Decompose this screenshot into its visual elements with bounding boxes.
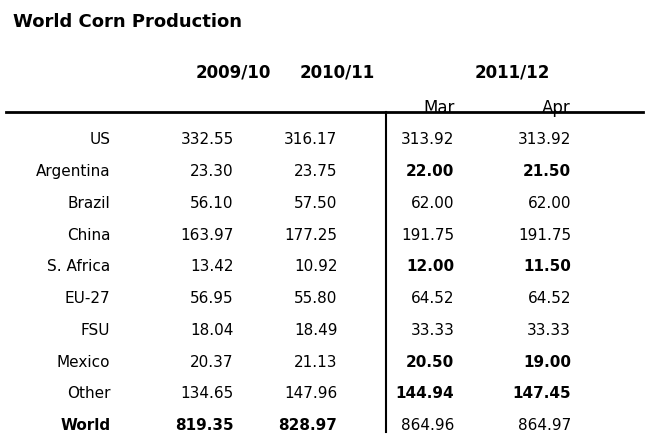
Text: Apr: Apr [543, 99, 571, 117]
Text: 33.33: 33.33 [527, 323, 571, 338]
Text: 23.30: 23.30 [190, 164, 234, 179]
Text: 20.37: 20.37 [190, 355, 234, 370]
Text: 10.92: 10.92 [294, 259, 337, 274]
Text: 2011/12: 2011/12 [475, 64, 550, 82]
Text: China: China [67, 228, 110, 243]
Text: 864.96: 864.96 [401, 418, 454, 433]
Text: 62.00: 62.00 [411, 196, 454, 211]
Text: 55.80: 55.80 [294, 291, 337, 306]
Text: 313.92: 313.92 [518, 132, 571, 147]
Text: 57.50: 57.50 [294, 196, 337, 211]
Text: 19.00: 19.00 [523, 355, 571, 370]
Text: Mar: Mar [423, 99, 454, 117]
Text: 2010/11: 2010/11 [300, 64, 375, 82]
Text: 18.04: 18.04 [190, 323, 234, 338]
Text: 147.96: 147.96 [284, 386, 337, 401]
Text: US: US [90, 132, 110, 147]
Text: World: World [60, 418, 110, 433]
Text: FSU: FSU [81, 323, 110, 338]
Text: 22.00: 22.00 [406, 164, 454, 179]
Text: 33.33: 33.33 [410, 323, 454, 338]
Text: 134.65: 134.65 [180, 386, 234, 401]
Text: 20.50: 20.50 [406, 355, 454, 370]
Text: 191.75: 191.75 [518, 228, 571, 243]
Text: 64.52: 64.52 [528, 291, 571, 306]
Text: 147.45: 147.45 [513, 386, 571, 401]
Text: EU-27: EU-27 [65, 291, 110, 306]
Text: World Corn Production: World Corn Production [13, 13, 242, 31]
Text: 828.97: 828.97 [278, 418, 337, 433]
Text: 2009/10: 2009/10 [196, 64, 271, 82]
Text: S. Africa: S. Africa [47, 259, 110, 274]
Text: 177.25: 177.25 [284, 228, 337, 243]
Text: 864.97: 864.97 [518, 418, 571, 433]
Text: 18.49: 18.49 [294, 323, 337, 338]
Text: 21.13: 21.13 [294, 355, 337, 370]
Text: Mexico: Mexico [57, 355, 110, 370]
Text: 11.50: 11.50 [523, 259, 571, 274]
Text: 316.17: 316.17 [284, 132, 337, 147]
Text: 12.00: 12.00 [406, 259, 454, 274]
Text: 163.97: 163.97 [180, 228, 234, 243]
Text: Argentina: Argentina [36, 164, 110, 179]
Text: 64.52: 64.52 [411, 291, 454, 306]
Text: Brazil: Brazil [67, 196, 110, 211]
Text: 313.92: 313.92 [401, 132, 454, 147]
Text: 191.75: 191.75 [401, 228, 454, 243]
Text: Other: Other [67, 386, 110, 401]
Text: 62.00: 62.00 [528, 196, 571, 211]
Text: 819.35: 819.35 [175, 418, 234, 433]
Text: 13.42: 13.42 [190, 259, 234, 274]
Text: 144.94: 144.94 [396, 386, 454, 401]
Text: 23.75: 23.75 [294, 164, 337, 179]
Text: 332.55: 332.55 [180, 132, 234, 147]
Text: 56.10: 56.10 [190, 196, 234, 211]
Text: 56.95: 56.95 [190, 291, 234, 306]
Text: 21.50: 21.50 [523, 164, 571, 179]
